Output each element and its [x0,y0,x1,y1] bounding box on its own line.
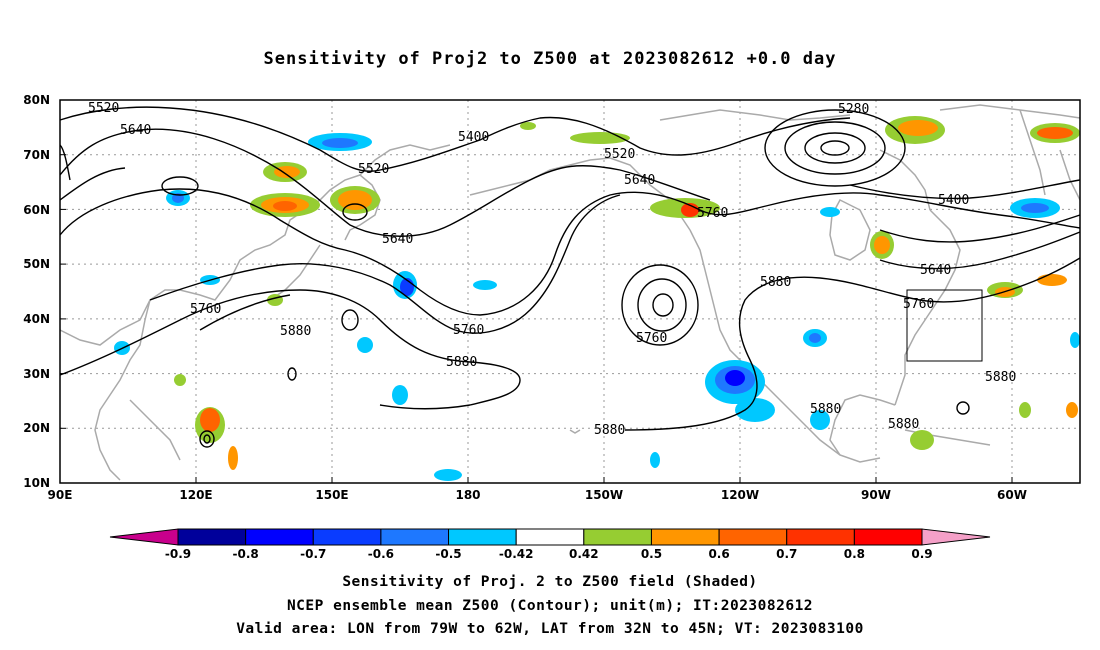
colorbar-label: -0.8 [233,547,259,561]
colorbar-label: 0.9 [911,547,932,561]
colorbar-label: -0.42 [499,547,534,561]
contour-label: 5640 [624,173,655,188]
colorbar-label: -0.7 [300,547,326,561]
contour-label: 5640 [120,123,151,138]
caption-shaded: Sensitivity of Proj. 2 to Z500 field (Sh… [342,574,758,590]
valid-area-box [906,289,983,362]
plot-title: Sensitivity of Proj2 to Z500 at 20230826… [263,49,837,69]
lon-label: 120W [721,488,759,502]
colorbar-left-arrow [109,528,179,546]
lon-label: 90W [861,488,891,502]
lat-label: 10N [23,476,50,490]
colorbar-label: 0.42 [569,547,599,561]
colorbar-box [380,528,450,546]
colorbar-box [245,528,314,546]
lat-label: 60N [23,203,50,217]
lat-label: 30N [23,367,50,381]
lat-label: 80N [23,93,50,107]
z500-contours [59,106,1081,448]
lon-label: 120E [179,488,212,502]
contour-label: 5280 [838,102,869,117]
lat-label: 50N [23,257,50,271]
contour-label: 5400 [938,193,969,208]
contour-label: 5880 [810,402,841,417]
caption-valid-area: Valid area: LON from 79W to 62W, LAT fro… [236,621,864,637]
contour-label: 5880 [280,324,311,339]
colorbar-right-arrow [921,528,991,546]
colorbar-box [786,528,855,546]
colorbar-label: 0.8 [844,547,865,561]
lon-label: 150W [585,488,623,502]
colorbar-box [312,528,382,546]
contour-label: 5760 [697,206,728,221]
contour-label: 5880 [594,423,625,438]
colorbar-box [853,528,923,546]
colorbar-label: 0.6 [708,547,729,561]
lon-label: 90E [48,488,73,502]
lat-label: 40N [23,312,50,326]
coastlines [59,104,1081,481]
lon-label: 180 [455,488,480,502]
latitude-labels: 80N 70N 60N 50N 40N 30N 20N 10N [23,93,50,490]
colorbar-label: -0.6 [368,547,394,561]
contour-label: 5640 [382,232,413,247]
contour-label: 5880 [446,355,477,370]
lat-label: 20N [23,421,50,435]
contour-label: 5640 [920,263,951,278]
contour-label: 5880 [985,370,1016,385]
contour-label: 5760 [636,331,667,346]
colorbar-box [448,528,517,546]
contour-label: 5520 [604,147,635,162]
lon-label: 60W [997,488,1027,502]
colorbar-box [583,528,652,546]
colorbar-box [515,528,585,546]
colorbar-labels: -0.9 -0.8 -0.7 -0.6 -0.5 -0.42 0.42 0.5 0.6 0.7 0.… [165,547,933,561]
contour-label: 5880 [888,417,919,432]
contour-label: 5520 [358,162,389,177]
map-area [60,100,1080,483]
lon-label: 150E [315,488,348,502]
map-frame [59,99,1081,484]
colorbar-box [650,528,720,546]
contour-label: 5400 [458,130,489,145]
colorbar-label: -0.9 [165,547,191,561]
colorbar-label: -0.5 [435,547,461,561]
colorbar-label: 0.7 [776,547,797,561]
colorbar-box [718,528,788,546]
longitude-labels: 90E 120E 150E 180 150W 120W 90W 60W [48,488,1027,502]
contour-label: 5520 [88,101,119,116]
colorbar [109,528,991,546]
contour-label: 5760 [453,323,484,338]
contour-labels: 5520 5640 5400 5520 5280 5520 5640 5760 … [88,101,1016,438]
colorbar-box [177,528,247,546]
colorbar-label: 0.5 [641,547,662,561]
contour-label: 5760 [190,302,221,317]
caption-contour: NCEP ensemble mean Z500 (Contour); unit(… [286,598,814,614]
lat-label: 70N [23,148,50,162]
axis-ticks [60,99,1013,483]
contour-label: 5880 [760,275,791,290]
contour-label: 5760 [903,297,934,312]
